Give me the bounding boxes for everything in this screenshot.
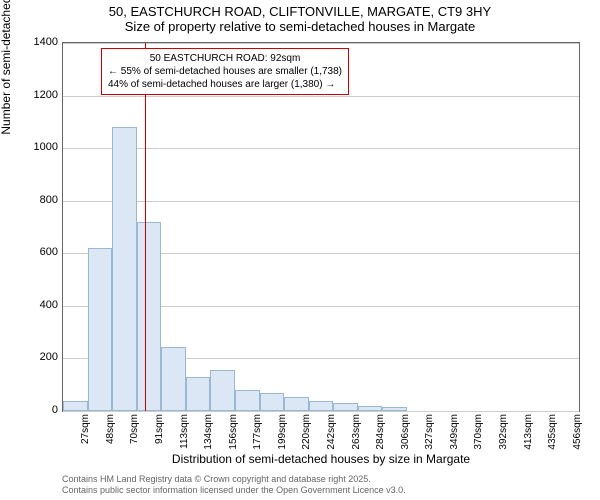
bar — [186, 377, 211, 411]
title-line1: 50, EASTCHURCH ROAD, CLIFTONVILLE, MARGA… — [0, 4, 600, 19]
bar — [358, 406, 383, 411]
attribution-line1: Contains HM Land Registry data © Crown c… — [62, 474, 406, 485]
bar — [210, 370, 235, 411]
ytick-label: 800 — [18, 194, 58, 206]
ytick-label: 1400 — [18, 36, 58, 48]
ytick-label: 400 — [18, 299, 58, 311]
bar — [309, 401, 334, 412]
title-block: 50, EASTCHURCH ROAD, CLIFTONVILLE, MARGA… — [0, 0, 600, 34]
marker-line — [145, 43, 146, 411]
ytick-label: 1200 — [18, 89, 58, 101]
x-axis-label: Distribution of semi-detached houses by … — [62, 452, 580, 466]
gridline — [63, 201, 579, 202]
ytick-label: 0 — [18, 404, 58, 416]
plot-area: 50 EASTCHURCH ROAD: 92sqm← 55% of semi-d… — [62, 42, 580, 412]
bar — [382, 407, 407, 411]
bar — [161, 347, 186, 411]
y-axis-label: Number of semi-detached properties — [0, 0, 13, 135]
gridline — [63, 96, 579, 97]
bar — [63, 401, 88, 412]
gridline — [63, 411, 579, 412]
ytick-label: 600 — [18, 246, 58, 258]
attribution-line2: Contains public sector information licen… — [62, 485, 406, 496]
bar — [88, 248, 113, 411]
bar — [235, 390, 260, 411]
ytick-label: 200 — [18, 351, 58, 363]
gridline — [63, 43, 579, 44]
annotation-line3: 44% of semi-detached houses are larger (… — [108, 78, 342, 91]
bar — [260, 393, 285, 411]
ytick-label: 1000 — [18, 141, 58, 153]
annotation-line1: 50 EASTCHURCH ROAD: 92sqm — [108, 52, 342, 65]
gridline — [63, 148, 579, 149]
bar — [112, 127, 137, 411]
annotation-line2: ← 55% of semi-detached houses are smalle… — [108, 65, 342, 78]
bar — [333, 403, 358, 411]
bar — [137, 222, 162, 411]
attribution: Contains HM Land Registry data © Crown c… — [62, 474, 406, 496]
annotation-box: 50 EASTCHURCH ROAD: 92sqm← 55% of semi-d… — [101, 48, 349, 95]
bar — [284, 397, 309, 411]
title-line2: Size of property relative to semi-detach… — [0, 19, 600, 34]
chart-container: 50, EASTCHURCH ROAD, CLIFTONVILLE, MARGA… — [0, 0, 600, 500]
